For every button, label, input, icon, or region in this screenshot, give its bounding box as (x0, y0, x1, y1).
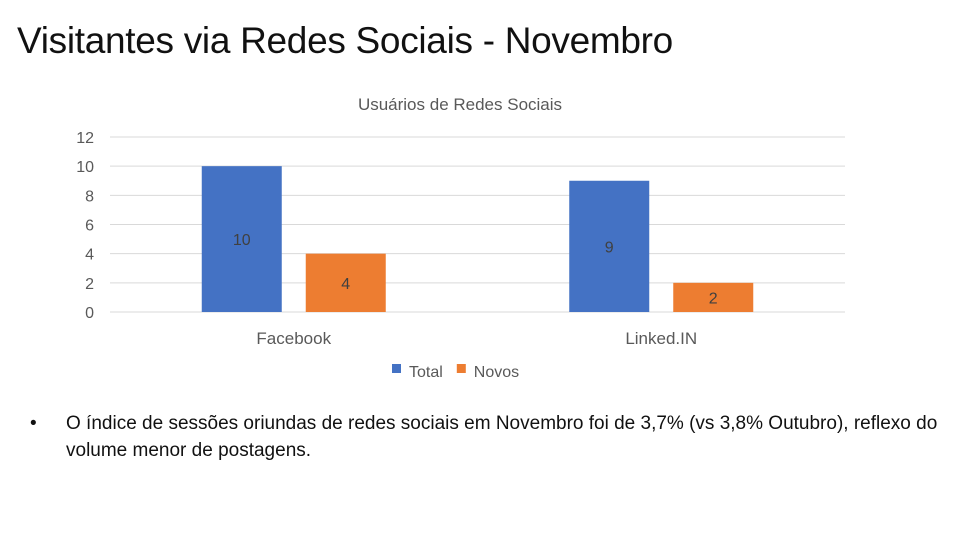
bar-total-2 (569, 180, 650, 312)
y-tick-label: 12 (76, 130, 94, 147)
data-label: 4 (341, 276, 350, 293)
legend-swatch-novos (456, 364, 466, 373)
x-axis: Facebook Linked.IN (256, 329, 697, 348)
bullet-icon: • (30, 413, 37, 434)
legend-label-novos: Novos (474, 364, 519, 381)
bar-novos-2 (673, 282, 754, 312)
y-tick-label: 4 (85, 247, 94, 264)
bar-chart: Usuários de Redes Sociais 0 2 4 6 8 10 12 10 4 9… (76, 95, 845, 381)
data-label: 2 (709, 290, 718, 307)
y-tick-label: 8 (85, 188, 94, 205)
bar-total-1 (201, 166, 282, 312)
y-tick-label: 10 (76, 159, 94, 176)
y-tick-label: 0 (85, 305, 94, 322)
bullet-text: O índice de sessões oriundas de redes so… (66, 413, 938, 461)
bars (201, 166, 754, 312)
x-tick-label: Linked.IN (625, 329, 697, 348)
data-label: 10 (233, 232, 251, 249)
legend: Total Novos (392, 364, 519, 381)
y-tick-label: 2 (85, 276, 94, 293)
y-tick-label: 6 (85, 218, 94, 235)
y-axis: 0 2 4 6 8 10 12 (76, 130, 94, 322)
legend-label-total: Total (409, 364, 443, 381)
bar-novos-1 (305, 253, 386, 312)
data-labels: 10 4 9 2 (233, 232, 718, 307)
slide-title: Visitantes via Redes Sociais - Novembro (17, 20, 673, 61)
legend-swatch-total (392, 364, 401, 373)
x-tick-label: Facebook (256, 329, 331, 348)
chart-title: Usuários de Redes Sociais (358, 95, 562, 114)
data-label: 9 (605, 239, 614, 256)
bullet-point: • O índice de sessões oriundas de redes … (30, 410, 950, 464)
